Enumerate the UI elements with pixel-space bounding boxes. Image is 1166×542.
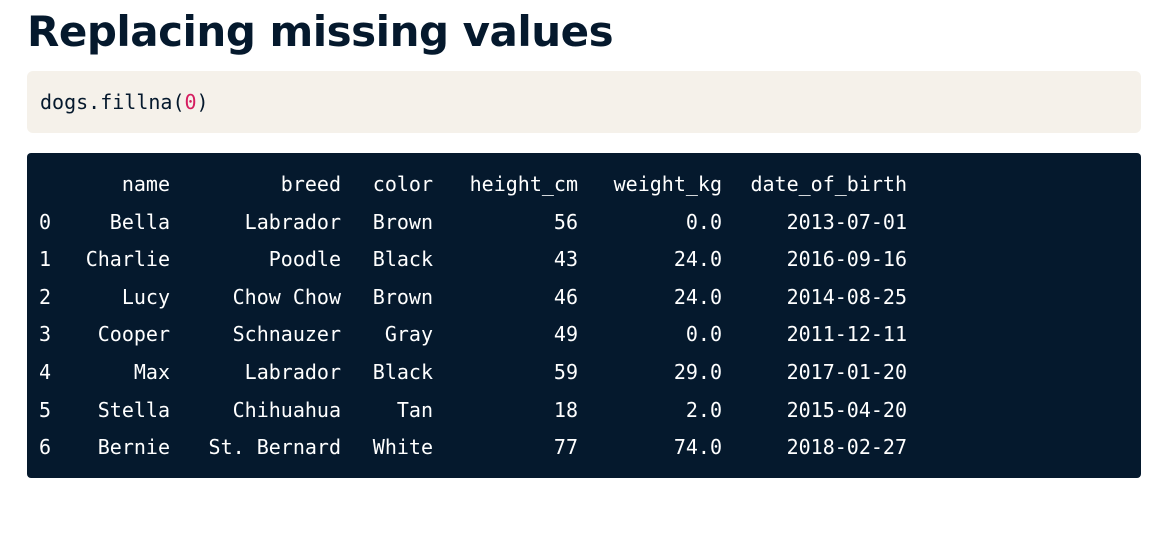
code-prefix: dogs.fillna( [40, 90, 185, 114]
table-cell-weight-kg: 74.0 [673, 435, 722, 460]
row-index: 2 [39, 284, 52, 309]
table-cell-weight-kg: 2.0 [685, 397, 722, 422]
row-index: 0 [39, 209, 52, 234]
table-cell-height-cm: 77 [553, 435, 578, 460]
page-title: Replacing missing values [27, 7, 614, 56]
table-cell-color: Tan [396, 397, 433, 422]
row-index: 1 [39, 247, 52, 272]
table-cell-breed: Poodle [268, 247, 341, 272]
code-block: dogs.fillna(0) [27, 71, 1141, 133]
table-cell-breed: Chihuahua [232, 397, 341, 422]
table-cell-date-of-birth: 2018-02-27 [786, 435, 907, 460]
table-cell-name: Max [133, 360, 170, 384]
table-cell-weight-kg: 0.0 [685, 322, 722, 347]
column-header-height-cm: height_cm [469, 172, 578, 196]
table-cell-color: Gray [384, 322, 433, 347]
table-cell-breed: St. Bernard [208, 435, 341, 460]
code-suffix: ) [196, 90, 209, 114]
row-index: 4 [39, 360, 52, 384]
table-cell-name: Bella [109, 209, 170, 234]
table-cell-name: Stella [97, 397, 170, 422]
table-cell-height-cm: 49 [553, 322, 578, 347]
column-header-color: color [372, 172, 433, 196]
table-cell-height-cm: 56 [553, 209, 578, 234]
row-index: 5 [39, 397, 52, 422]
table-cell-height-cm: 59 [553, 360, 578, 384]
table-cell-color: Black [372, 247, 433, 272]
column-header-date-of-birth: date_of_birth [750, 172, 907, 196]
table-cell-color: Black [372, 360, 433, 384]
table-cell-breed: Schnauzer [232, 322, 341, 347]
table-cell-weight-kg: 24.0 [673, 284, 722, 309]
table-cell-weight-kg: 0.0 [685, 209, 722, 234]
table-cell-color: White [372, 435, 433, 460]
column-header-breed: breed [280, 172, 341, 196]
table-cell-color: Brown [372, 209, 433, 234]
table-cell-height-cm: 18 [553, 397, 578, 422]
table-cell-date-of-birth: 2011-12-11 [786, 322, 907, 347]
column-header-weight-kg: weight_kg [613, 172, 722, 196]
table-cell-date-of-birth: 2013-07-01 [786, 209, 907, 234]
row-index: 6 [39, 435, 52, 460]
table-cell-date-of-birth: 2017-01-20 [786, 360, 907, 384]
table-cell-height-cm: 43 [553, 247, 578, 272]
table-cell-height-cm: 46 [553, 284, 578, 309]
table-cell-name: Bernie [97, 435, 170, 460]
table-cell-breed: Chow Chow [232, 284, 341, 309]
table-cell-name: Lucy [121, 284, 170, 309]
table-cell-date-of-birth: 2016-09-16 [786, 247, 907, 272]
table-cell-breed: Labrador [244, 209, 341, 234]
table-cell-weight-kg: 29.0 [673, 360, 722, 384]
table-cell-name: Charlie [85, 247, 170, 272]
row-index: 3 [39, 322, 52, 347]
table-cell-date-of-birth: 2015-04-20 [786, 397, 907, 422]
table-cell-breed: Labrador [244, 360, 341, 384]
output-table: name breed color height_cm weight_kg date_of_… [27, 153, 1141, 478]
table-cell-color: Brown [372, 284, 433, 309]
code-number: 0 [184, 90, 197, 114]
table-cell-name: Cooper [97, 322, 170, 347]
table-cell-date-of-birth: 2014-08-25 [786, 284, 907, 309]
column-header-name: name [121, 172, 170, 196]
table-cell-weight-kg: 24.0 [673, 247, 722, 272]
